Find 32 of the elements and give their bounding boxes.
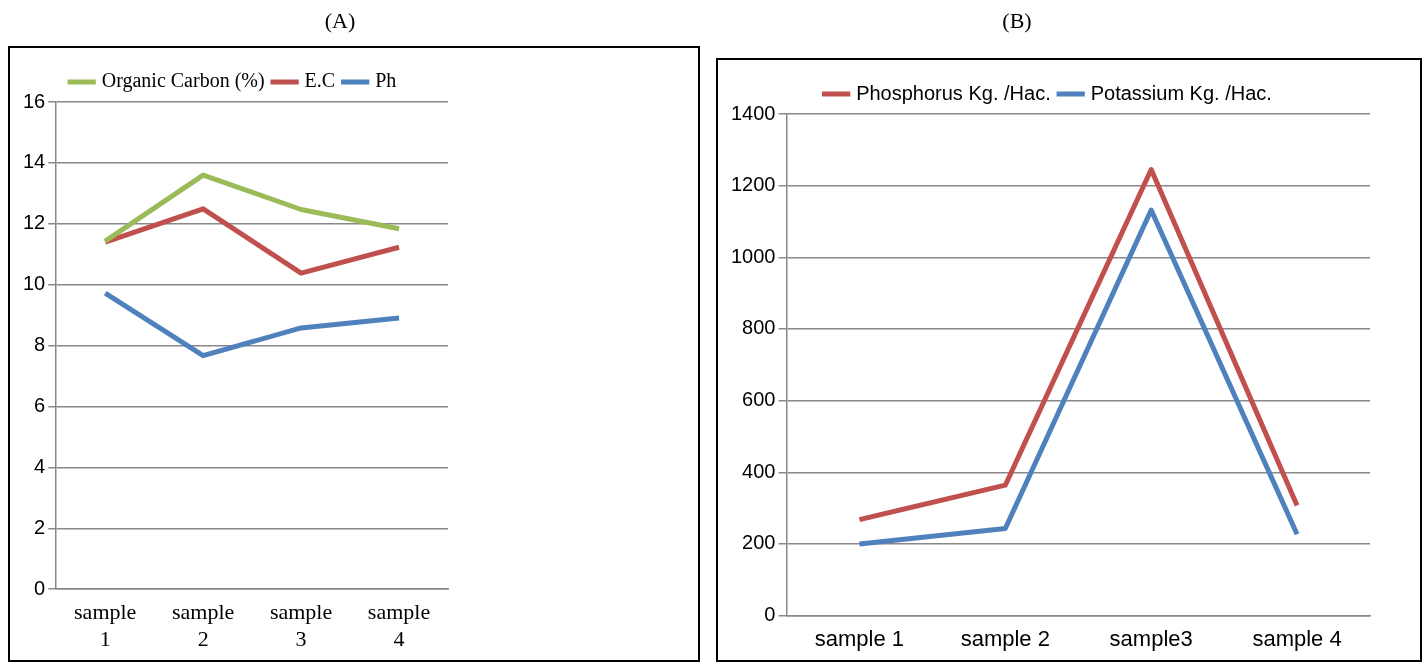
y-tick-label: 6	[34, 394, 46, 417]
y-tick-label: 600	[742, 388, 776, 411]
y-tick-label: 400	[742, 459, 776, 482]
legend-label: Phosphorus Kg. /Hac.	[856, 81, 1051, 104]
y-tick-label: 1400	[730, 101, 776, 124]
y-tick-label: 1200	[730, 173, 776, 196]
x-tick-label: sample 4	[367, 599, 431, 651]
y-tick-label: 0	[764, 603, 776, 626]
legend-label: E.C	[304, 69, 336, 92]
y-tick-label: 10	[23, 272, 46, 295]
legend-label: Organic Carbon (%)	[101, 69, 265, 93]
y-tick-label: 4	[34, 454, 46, 477]
y-tick-label: 2	[34, 515, 46, 538]
x-tick-label: sample 2	[171, 599, 235, 651]
chart-title: (B)	[1001, 8, 1033, 34]
legend-label: Ph	[375, 69, 397, 92]
y-tick-label: 16	[23, 89, 46, 112]
legend-label: Potassium Kg. /Hac.	[1090, 81, 1272, 104]
y-tick-label: 800	[742, 316, 776, 339]
x-tick-label: sample 4	[1252, 625, 1342, 651]
chart-title: (A)	[323, 8, 357, 34]
x-tick-label: sample 2	[960, 625, 1050, 651]
y-tick-label: 14	[23, 150, 46, 173]
y-tick-label: 8	[34, 333, 46, 356]
x-tick-label: sample3	[1109, 625, 1193, 651]
y-tick-label: 200	[742, 531, 776, 554]
y-tick-label: 0	[34, 576, 46, 599]
x-tick-label: sample 1	[814, 625, 905, 651]
x-tick-label: sample 3	[269, 599, 333, 651]
y-tick-label: 12	[23, 211, 46, 234]
y-tick-label: 1000	[730, 244, 776, 267]
x-tick-label: sample 1	[74, 599, 137, 651]
